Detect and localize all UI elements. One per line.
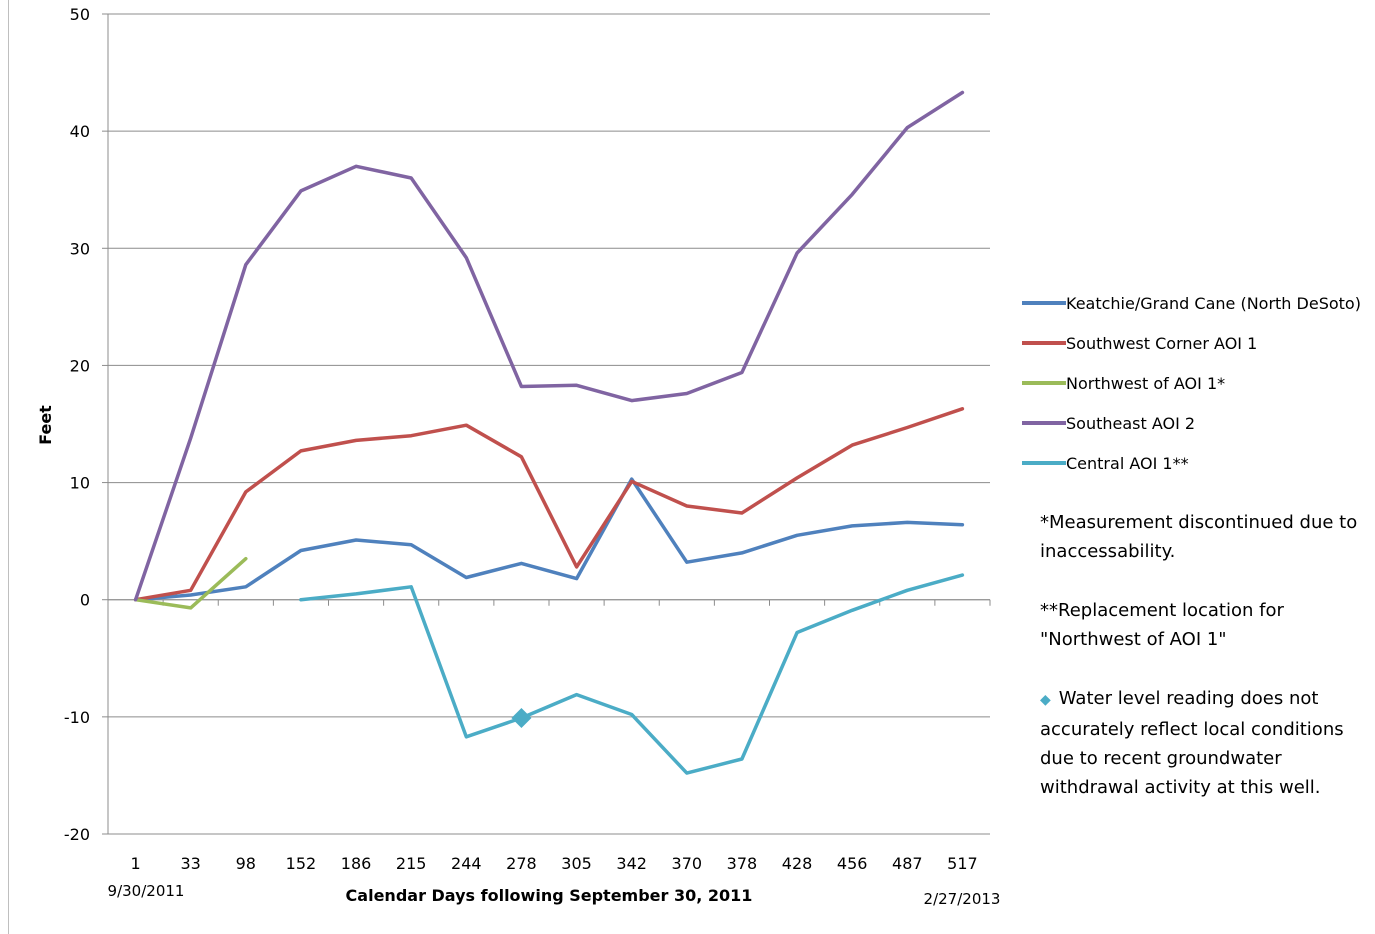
diamond-marker: [511, 708, 532, 729]
y-tick-label: 20: [70, 356, 90, 375]
y-tick-label: 40: [70, 122, 90, 141]
y-tick-label: 50: [70, 5, 90, 24]
legend-item: Central AOI 1**: [1022, 443, 1361, 483]
legend-label: Northwest of AOI 1*: [1066, 373, 1226, 393]
series-line: [133, 407, 965, 602]
y-tick-label: 30: [70, 239, 90, 258]
legend-label: Keatchie/Grand Cane (North DeSoto): [1066, 293, 1361, 313]
x-tick-label: 517: [947, 854, 978, 873]
x-tick-label: 1: [130, 854, 140, 873]
x-tick-label: 152: [286, 854, 317, 873]
x-tick-label: 305: [561, 854, 592, 873]
gridlines: [108, 13, 990, 835]
x-end-date-label: 2/27/2013: [924, 890, 1000, 908]
x-tick-label: 370: [672, 854, 703, 873]
y-tick-label: 0: [80, 591, 90, 610]
series-line: [299, 573, 965, 775]
legend-item: Southeast AOI 2: [1022, 403, 1361, 443]
x-axis: 1 33 98 152 186 215 244 278 305 342 370 378 428 456 48…: [107, 599, 991, 873]
x-tick-label: 186: [341, 854, 372, 873]
legend-swatch: [1022, 381, 1066, 385]
y-tick-label: -20: [64, 825, 90, 844]
y-tick-label: 10: [70, 474, 90, 493]
diamond-icon: ◆: [1040, 692, 1051, 708]
x-tick-label: 215: [396, 854, 427, 873]
x-tick-label: 428: [782, 854, 813, 873]
legend-label: Southeast AOI 2: [1066, 413, 1196, 433]
x-tick-label: 342: [616, 854, 647, 873]
footnote-discontinued: *Measurement discontinued due to inacces…: [1040, 512, 1358, 562]
footnote-water-level-text: Water level reading does not accurately …: [1040, 688, 1344, 798]
x-tick-label: 487: [892, 854, 923, 873]
legend-item: Keatchie/Grand Cane (North DeSoto): [1022, 283, 1361, 323]
line-chart: 50 40 30 20 10 0 -10 -20 1 33 98 152 186 215 244 278 30…: [36, 5, 1000, 908]
legend-swatch: [1022, 301, 1066, 305]
footnotes: *Measurement discontinued due to inacces…: [1040, 508, 1370, 832]
legend-label: Southwest Corner AOI 1: [1066, 333, 1258, 353]
y-tick-label: -10: [64, 708, 90, 727]
legend-swatch: [1022, 421, 1066, 425]
y-axis-ticks: 50 40 30 20 10 0 -10 -20: [64, 5, 109, 844]
left-border: [8, 0, 9, 934]
footnote-replacement: **Replacement location for "Northwest of…: [1040, 600, 1284, 650]
legend: Keatchie/Grand Cane (North DeSoto) South…: [1022, 283, 1361, 483]
legend-item: Northwest of AOI 1*: [1022, 363, 1361, 403]
x-tick-label: 98: [236, 854, 256, 873]
x-tick-label: 378: [727, 854, 758, 873]
series-line: [133, 556, 248, 610]
legend-item: Southwest Corner AOI 1: [1022, 323, 1361, 363]
series-lines: [133, 90, 965, 775]
x-tick-label: 244: [451, 854, 482, 873]
x-axis-label: Calendar Days following September 30, 20…: [346, 886, 753, 905]
series-line: [133, 477, 965, 602]
x-tick-label: 33: [181, 854, 201, 873]
legend-label: Central AOI 1**: [1066, 453, 1189, 473]
x-tick-label: 278: [506, 854, 537, 873]
footnote-water-level: ◆ Water level reading does not accurately…: [1040, 684, 1370, 802]
legend-swatch: [1022, 341, 1066, 345]
x-start-date-label: 9/30/2011: [108, 882, 185, 900]
legend-swatch: [1022, 461, 1066, 465]
y-axis-label: Feet: [36, 405, 55, 445]
series-line: [133, 90, 965, 602]
x-tick-label: 456: [837, 854, 868, 873]
